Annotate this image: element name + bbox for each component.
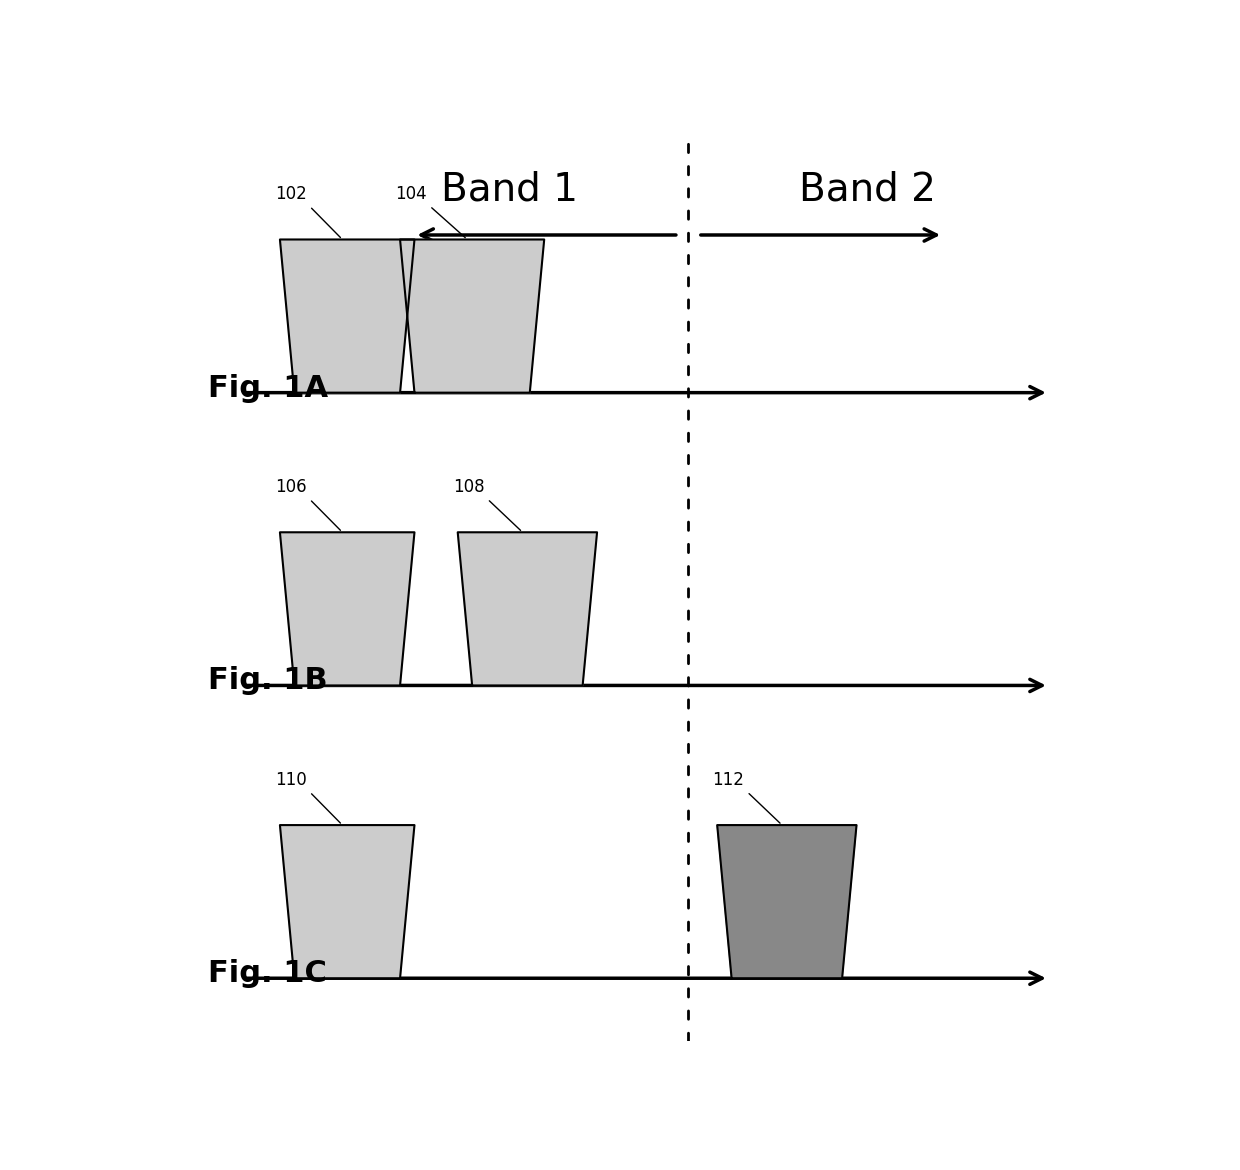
Text: Fig. 1B: Fig. 1B: [208, 667, 327, 695]
Polygon shape: [280, 825, 414, 978]
Text: Fig. 1A: Fig. 1A: [208, 373, 327, 402]
Polygon shape: [401, 240, 544, 393]
Text: 112: 112: [712, 771, 780, 824]
Text: 108: 108: [453, 479, 521, 530]
Text: 110: 110: [275, 771, 341, 824]
Text: 102: 102: [275, 186, 341, 238]
Polygon shape: [458, 532, 596, 686]
Polygon shape: [280, 532, 414, 686]
Text: Band 1: Band 1: [441, 171, 578, 209]
Polygon shape: [280, 240, 414, 393]
Polygon shape: [717, 825, 857, 978]
Text: Band 2: Band 2: [799, 171, 936, 209]
Text: Fig. 1C: Fig. 1C: [208, 959, 326, 989]
Text: 104: 104: [396, 186, 465, 238]
Text: 106: 106: [275, 479, 341, 530]
